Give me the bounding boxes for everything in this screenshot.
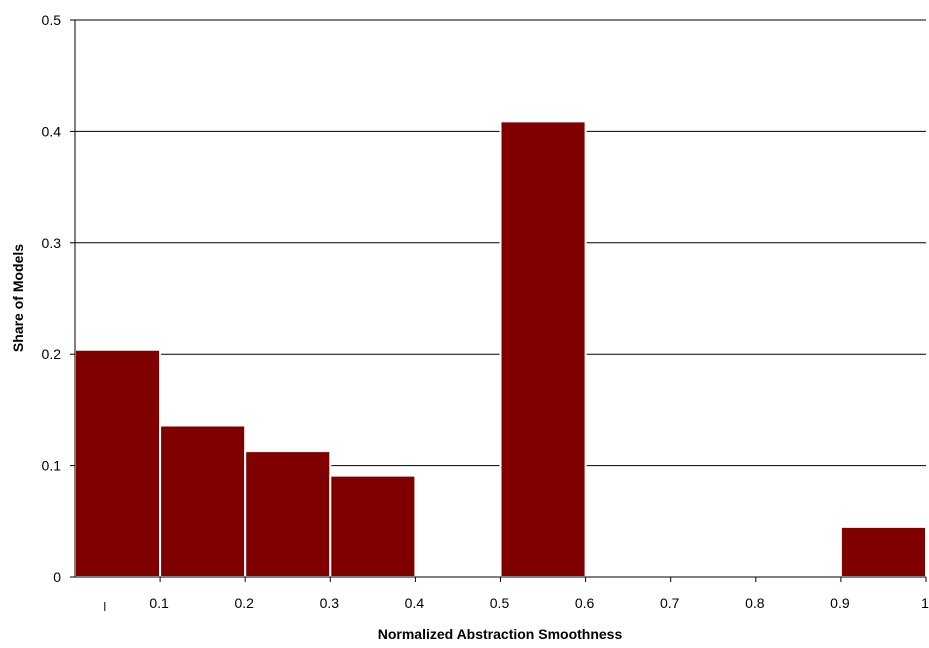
histogram-bar [159,424,247,578]
histogram-bar [839,525,928,578]
x-axis-title: Normalized Abstraction Smoothness [378,626,623,642]
x-tick-label: 0.9 [830,595,850,611]
x-tick-label: 0.3 [320,595,340,611]
x-tick-label: 0.7 [660,595,680,611]
y-tick-label: 0.2 [42,346,62,362]
x-tick-label: 0.8 [745,595,765,611]
histogram-bar [499,120,587,579]
y-tick-label: 0 [53,569,61,585]
y-axis-title: Share of Models [10,244,26,352]
x-tick-label: 1 [921,595,929,611]
histogram-bar [74,348,162,578]
histogram-bar [244,450,332,579]
x-tick-label: 0.1 [149,595,169,611]
axes [70,19,927,611]
x-tick-label: 0.5 [490,595,510,611]
x-tick-label: 0.6 [575,595,595,611]
bars [74,120,928,579]
x-tick-label: 0.2 [234,595,254,611]
histogram-bar [329,474,417,579]
tick-labels: 0 0.1 0.2 0.3 0.4 0.5 0.1 0.2 0.3 0.4 0.5 0.6 0.7 0.8… [42,12,929,611]
y-tick-label: 0.4 [42,123,62,139]
y-tick-label: 0.5 [42,12,62,28]
y-tick-label: 0.1 [42,458,62,474]
y-tick-label: 0.3 [42,235,62,251]
x-tick-label: 0.4 [405,595,425,611]
